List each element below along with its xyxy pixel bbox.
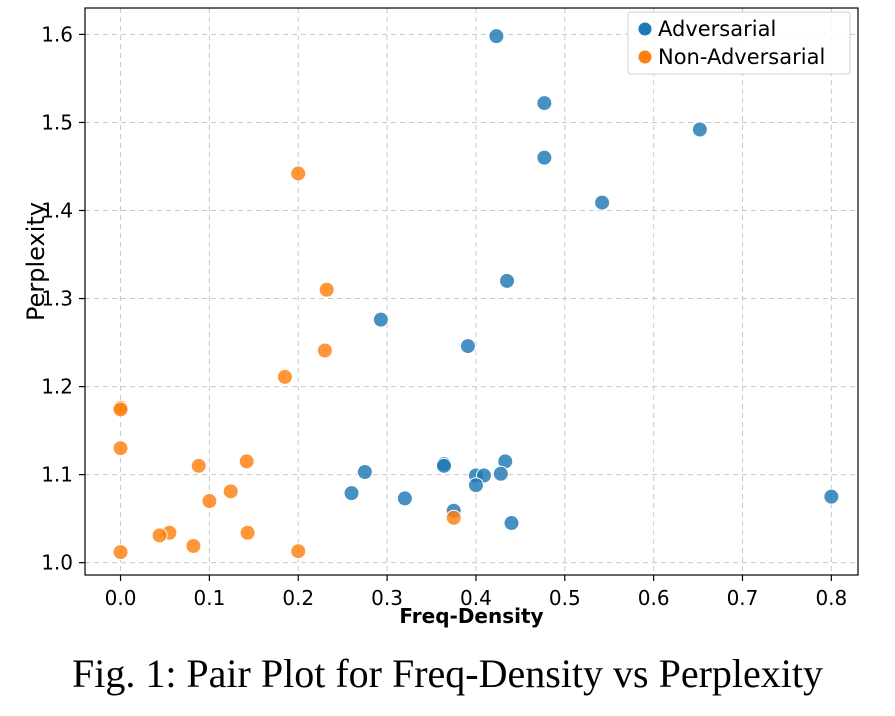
point-adversarial — [356, 463, 373, 480]
point-non-adversarial — [185, 537, 202, 554]
point-non-adversarial — [151, 527, 168, 544]
y-tick-label: 1.3 — [41, 287, 73, 311]
legend-marker-non-adversarial — [637, 49, 653, 65]
grid — [85, 8, 858, 575]
series-adversarial — [343, 28, 840, 532]
series-non-adversarial — [112, 165, 462, 561]
point-non-adversarial — [445, 509, 462, 526]
y-axis-ticks: 1.0 1.1 1.2 1.3 1.4 1.5 1.6 — [41, 22, 85, 575]
point-adversarial — [459, 338, 476, 355]
legend: Adversarial Non-Adversarial — [627, 11, 851, 75]
point-adversarial — [823, 488, 840, 505]
point-adversarial — [396, 490, 413, 507]
point-non-adversarial — [290, 165, 307, 182]
y-tick-label: 1.6 — [41, 22, 73, 46]
y-tick-label: 1.0 — [41, 551, 73, 575]
point-adversarial — [435, 457, 452, 474]
legend-marker-adversarial — [637, 21, 653, 37]
point-non-adversarial — [112, 544, 129, 561]
y-tick-label: 1.1 — [41, 463, 73, 487]
y-tick-label: 1.4 — [41, 199, 73, 223]
data-points — [112, 28, 840, 561]
figure-caption: Fig. 1: Pair Plot for Freq-Density vs Pe… — [71, 651, 824, 696]
y-tick-label: 1.2 — [41, 375, 73, 399]
point-adversarial — [488, 28, 505, 45]
point-adversarial — [691, 121, 708, 138]
x-tick-label: 0.6 — [638, 586, 670, 610]
legend-label-non-adversarial: Non-Adversarial — [658, 45, 825, 69]
plot-frame — [84, 7, 859, 576]
point-adversarial — [372, 311, 389, 328]
point-adversarial — [536, 149, 553, 166]
x-tick-label: 0.7 — [727, 586, 759, 610]
x-tick-label: 0.4 — [460, 586, 492, 610]
point-non-adversarial — [316, 342, 333, 359]
y-axis-label: Perplexity — [22, 202, 50, 321]
x-tick-label: 0.2 — [282, 586, 314, 610]
x-tick-label: 0.5 — [549, 586, 581, 610]
point-non-adversarial — [239, 524, 256, 541]
x-axis-label: Freq-Density — [399, 604, 543, 628]
point-non-adversarial — [112, 401, 129, 418]
x-axis-ticks: 0.0 0.1 0.2 0.3 0.4 0.5 0.6 0.7 0.8 — [105, 575, 847, 610]
legend-label-adversarial: Adversarial — [658, 17, 776, 41]
point-adversarial — [594, 194, 611, 211]
y-tick-label: 1.5 — [41, 110, 73, 134]
point-non-adversarial — [238, 453, 255, 470]
point-non-adversarial — [318, 281, 335, 298]
point-non-adversarial — [276, 368, 293, 385]
point-non-adversarial — [190, 457, 207, 474]
x-tick-label: 0.1 — [193, 586, 225, 610]
legend-box — [627, 11, 851, 75]
scatter-chart: 0.0 0.1 0.2 0.3 0.4 0.5 0.6 0.7 0.8 1.0 1.1 1.2 1.3… — [22, 7, 859, 628]
point-adversarial — [499, 272, 516, 289]
point-adversarial — [467, 477, 484, 494]
x-tick-label: 0.3 — [371, 586, 403, 610]
point-adversarial — [503, 515, 520, 532]
point-non-adversarial — [112, 440, 129, 457]
x-tick-label: 0.8 — [815, 586, 847, 610]
point-adversarial — [536, 95, 553, 112]
point-adversarial — [343, 485, 360, 502]
x-tick-label: 0.0 — [105, 586, 137, 610]
point-non-adversarial — [222, 483, 239, 500]
point-non-adversarial — [290, 543, 307, 560]
point-adversarial — [492, 465, 509, 482]
point-non-adversarial — [201, 493, 218, 510]
